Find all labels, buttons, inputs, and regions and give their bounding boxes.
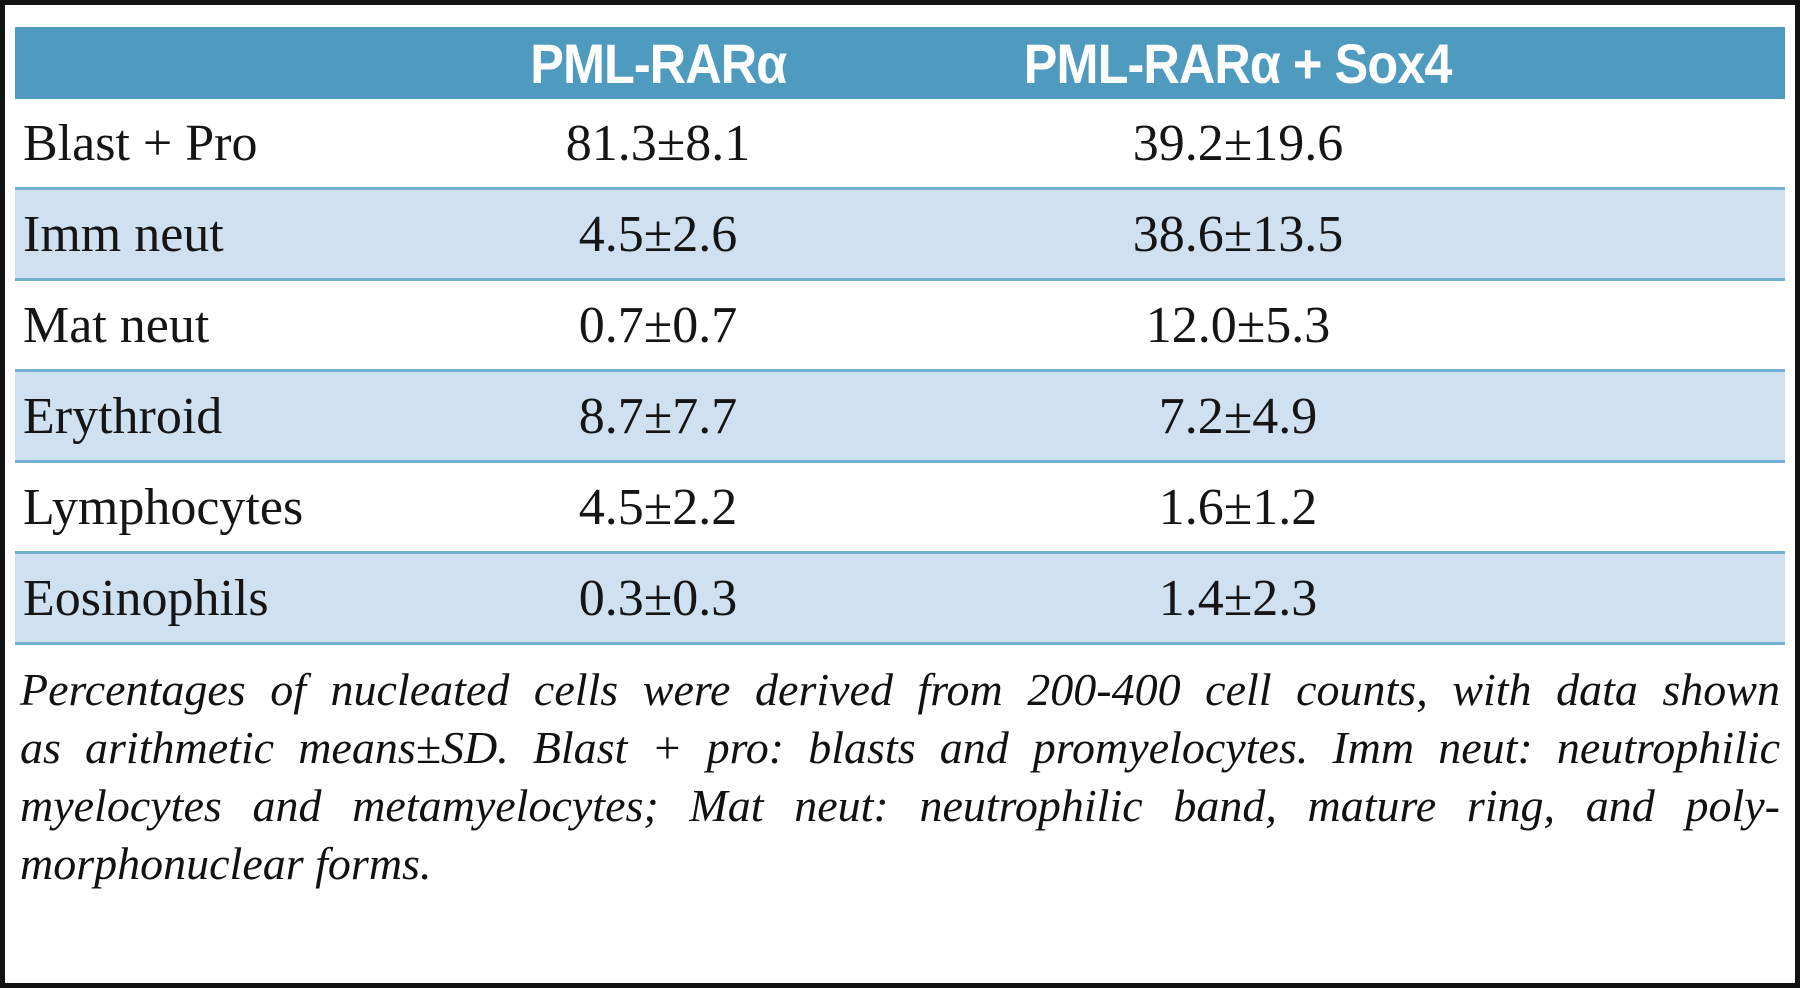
value-pml-rara: 0.7±0.7 (578, 296, 738, 354)
value-pml-rara-sox4: 12.0±5.3 (1145, 296, 1331, 354)
value-pml-rara-sox4: 1.4±2.3 (1158, 569, 1318, 627)
value-pml-rara: 4.5±2.6 (578, 205, 738, 263)
row-label: Lymphocytes (23, 478, 304, 536)
table-row: Lymphocytes 4.5±2.2 1.6±1.2 (15, 463, 1785, 554)
value-pml-rara: 8.7±7.7 (578, 387, 738, 445)
table-row: Blast + Pro 81.3±8.1 39.2±19.6 (15, 99, 1785, 190)
row-label: Erythroid (23, 387, 223, 445)
table-row: Erythroid 8.7±7.7 7.2±4.9 (15, 372, 1785, 463)
cell-counts-table: PML-RARα PML-RARα + Sox4 Blast + Pro 81.… (15, 27, 1785, 645)
value-pml-rara-sox4: 39.2±19.6 (1132, 114, 1344, 172)
value-pml-rara: 0.3±0.3 (578, 569, 738, 627)
row-label: Mat neut (23, 296, 210, 354)
footnote-line: morphonuclear forms. (20, 838, 432, 889)
value-pml-rara-sox4: 38.6±13.5 (1132, 205, 1344, 263)
value-pml-rara-sox4: 1.6±1.2 (1158, 478, 1318, 536)
value-pml-rara-sox4: 7.2±4.9 (1158, 387, 1318, 445)
footnote-line: myelocytes and metamyelocytes; Mat neut:… (20, 780, 1780, 831)
row-label: Imm neut (23, 205, 224, 263)
table-row: Eosinophils 0.3±0.3 1.4±2.3 (15, 554, 1785, 645)
table-row: Imm neut 4.5±2.6 38.6±13.5 (15, 190, 1785, 281)
value-pml-rara: 81.3±8.1 (565, 114, 751, 172)
table-footnote: Percentages of nucleated cells were deri… (15, 661, 1785, 893)
column-header-pml-rara: PML-RARα (529, 31, 787, 95)
footnote-line: Percentages of nucleated cells were deri… (20, 664, 1780, 715)
table-row: Mat neut 0.7±0.7 12.0±5.3 (15, 281, 1785, 372)
row-label: Blast + Pro (23, 114, 258, 172)
row-label: Eosinophils (23, 569, 269, 627)
value-pml-rara: 4.5±2.2 (578, 478, 738, 536)
table-header-row: PML-RARα PML-RARα + Sox4 (15, 27, 1785, 99)
footnote-line: as arithmetic means±SD. Blast + pro: bla… (20, 722, 1780, 773)
column-header-pml-rara-sox4: PML-RARα + Sox4 (1024, 31, 1453, 95)
